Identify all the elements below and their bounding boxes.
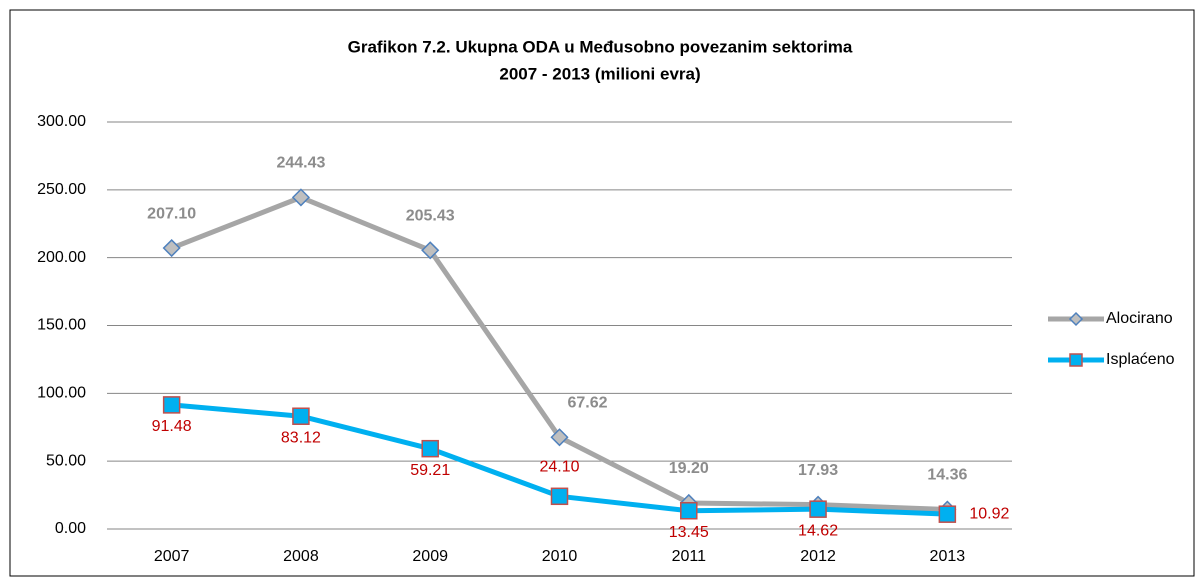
marker [550,487,569,506]
marker [550,428,569,447]
y-tick-label: 0.00 [55,520,86,537]
marker [938,505,957,523]
data-label: 14.62 [798,522,838,539]
legend-label: Alocirano [1106,310,1173,327]
data-label: 24.10 [539,459,579,476]
y-tick-label: 100.00 [37,385,86,402]
legend-marker [1068,311,1084,327]
data-label: 244.43 [276,155,325,172]
data-label: 13.45 [669,524,709,541]
x-tick-label: 2013 [930,548,966,565]
marker [292,407,310,425]
legend-marker [1069,353,1083,367]
data-label: 17.93 [798,462,838,479]
marker [291,188,310,207]
marker [162,238,181,258]
x-tick-label: 2011 [672,548,707,565]
data-label: 59.21 [410,462,450,479]
data-label: 207.10 [147,205,196,222]
x-tick-label: 2012 [800,548,836,565]
data-label: 91.48 [152,418,192,435]
data-label: 83.12 [281,429,321,446]
marker [680,502,698,520]
x-tick-label: 2007 [154,548,190,565]
data-label: 205.43 [406,208,455,225]
marker [421,439,439,458]
data-label: 14.36 [927,467,967,484]
marker [421,241,440,260]
y-tick-label: 250.00 [37,181,86,198]
data-label: 19.20 [669,460,709,477]
data-label: 10.92 [969,505,1009,522]
y-tick-label: 50.00 [46,452,86,469]
legend-label: Isplaćeno [1106,351,1175,368]
chart-subtitle: 2007 - 2013 (milioni evra) [499,64,700,83]
x-tick-label: 2008 [283,548,319,565]
marker [162,396,181,414]
y-tick-label: 150.00 [37,317,86,334]
y-tick-label: 200.00 [37,249,86,266]
x-tick-label: 2010 [542,548,578,565]
x-tick-label: 2009 [412,548,448,565]
y-tick-label: 300.00 [37,113,86,130]
data-label: 67.62 [567,394,607,411]
chart-border [9,9,1195,577]
marker [809,500,827,518]
chart-title: Grafikon 7.2. Ukupna ODA u Međusobno pov… [348,37,853,56]
